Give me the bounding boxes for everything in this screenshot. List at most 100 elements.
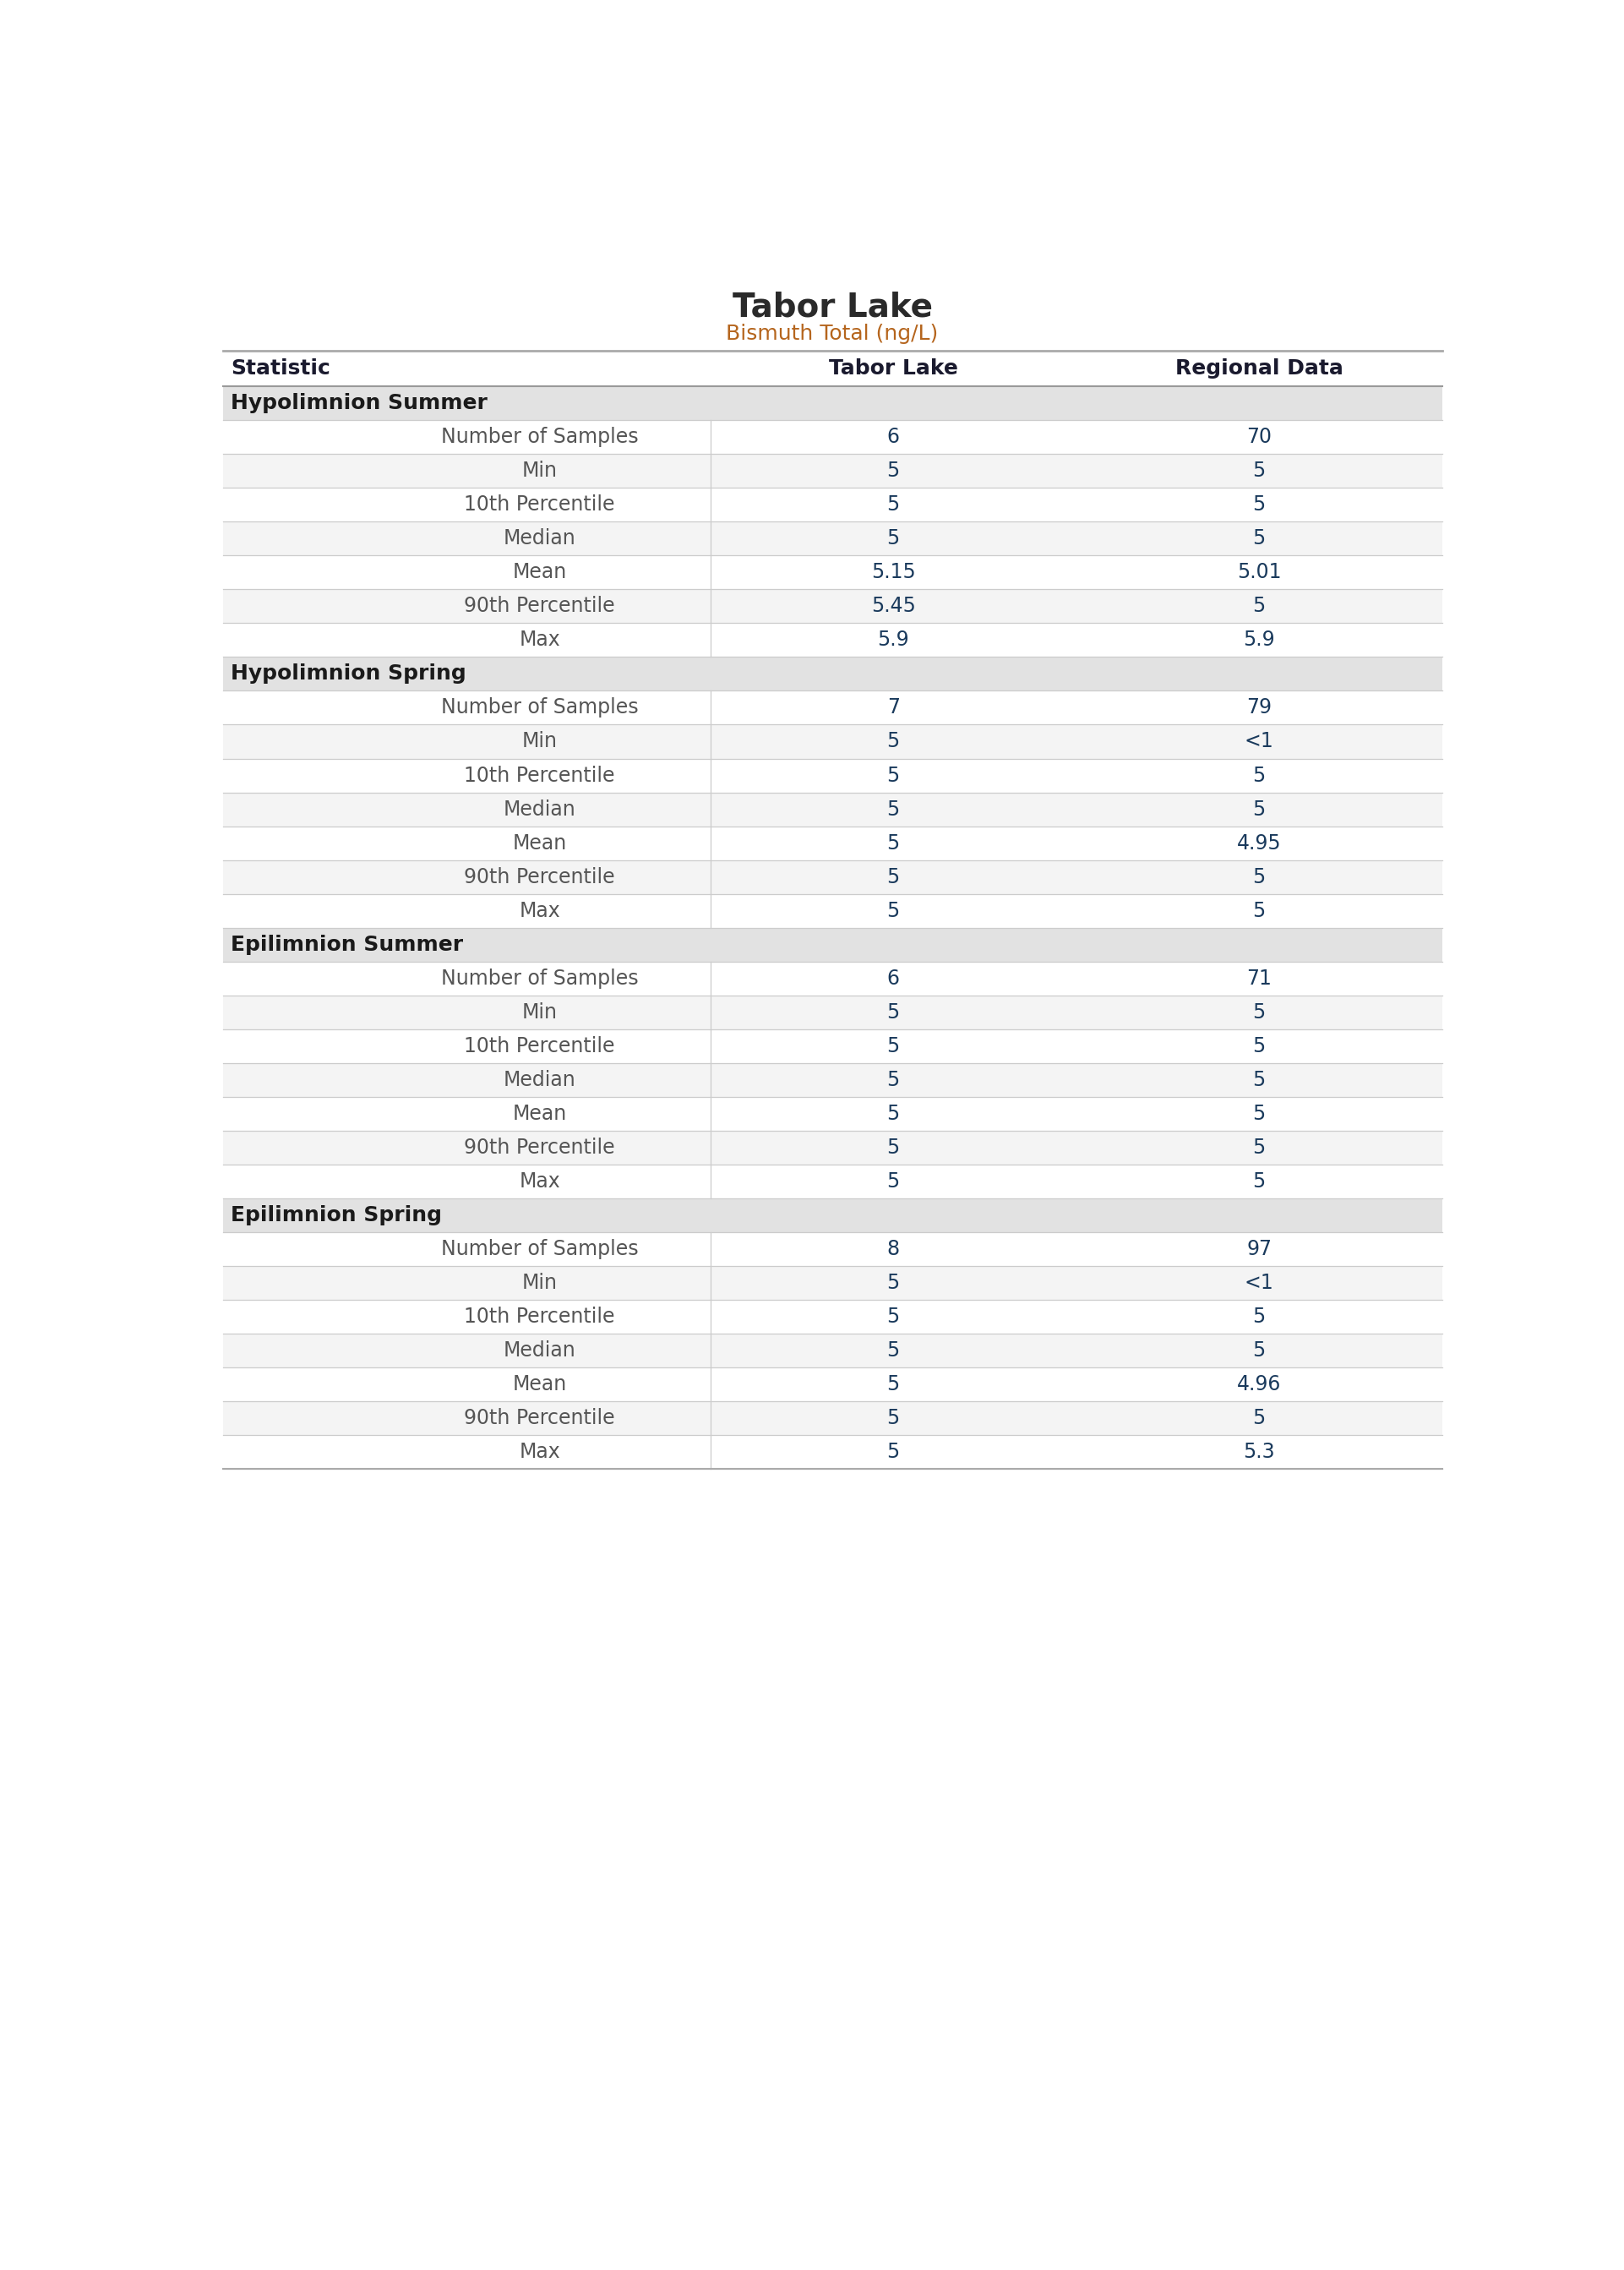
Text: 90th Percentile: 90th Percentile [464,867,615,888]
Bar [222,420,1442,454]
Bar [222,1401,1442,1435]
Text: 5: 5 [887,1103,900,1124]
Text: 5.9: 5.9 [877,631,909,649]
Text: Min: Min [521,461,557,481]
Bar [222,1130,1442,1165]
Text: 5.3: 5.3 [1242,1441,1275,1462]
Text: 5: 5 [887,799,900,819]
Text: 71: 71 [1247,969,1272,990]
Text: Hypolimnion Spring: Hypolimnion Spring [231,663,466,683]
Text: 5: 5 [887,901,900,922]
Text: 5: 5 [887,1273,900,1294]
Text: 5: 5 [1252,1137,1265,1158]
Text: 5.45: 5.45 [870,597,916,617]
Text: 5: 5 [887,495,900,515]
Bar [222,1062,1442,1096]
Text: Min: Min [521,731,557,751]
Bar [222,488,1442,522]
Bar [222,894,1442,928]
Text: Regional Data: Regional Data [1176,359,1343,379]
Text: 70: 70 [1246,427,1272,447]
Bar [222,724,1442,758]
Text: Mean: Mean [513,1103,567,1124]
Text: Number of Samples: Number of Samples [442,427,638,447]
Text: Epilimnion Summer: Epilimnion Summer [231,935,463,956]
Text: 5: 5 [887,867,900,888]
Text: Number of Samples: Number of Samples [442,969,638,990]
Bar [222,758,1442,792]
Bar [222,1267,1442,1301]
Bar [222,928,1442,962]
Text: Statistic: Statistic [231,359,330,379]
Text: 5: 5 [887,765,900,785]
Text: Max: Max [520,631,560,649]
Bar [222,690,1442,724]
Text: 5: 5 [887,1035,900,1056]
Text: Tabor Lake: Tabor Lake [732,291,932,322]
Text: Max: Max [520,1441,560,1462]
Text: 5: 5 [887,461,900,481]
Text: Bismuth Total (ng/L): Bismuth Total (ng/L) [726,325,939,345]
Text: 5.9: 5.9 [1242,631,1275,649]
Bar [222,1435,1442,1469]
Bar [222,624,1442,656]
Text: 7: 7 [887,697,900,717]
Bar [222,350,1442,386]
Text: 5: 5 [887,1308,900,1328]
Bar [222,386,1442,420]
Bar [222,792,1442,826]
Bar [222,826,1442,860]
Text: 10th Percentile: 10th Percentile [464,495,615,515]
Text: Median: Median [503,529,577,549]
Bar [222,1367,1442,1401]
Bar [222,994,1442,1028]
Bar [222,556,1442,590]
Text: 90th Percentile: 90th Percentile [464,1407,615,1428]
Text: 5: 5 [1252,1069,1265,1090]
Text: 5: 5 [887,731,900,751]
Text: 5: 5 [1252,901,1265,922]
Text: 5: 5 [887,1171,900,1192]
Text: 5.15: 5.15 [870,563,916,583]
Text: 8: 8 [887,1239,900,1260]
Text: 90th Percentile: 90th Percentile [464,1137,615,1158]
Text: Max: Max [520,1171,560,1192]
Bar [222,1233,1442,1267]
Bar [222,454,1442,488]
Text: 5: 5 [1252,867,1265,888]
Text: 5: 5 [1252,1342,1265,1360]
Bar [222,1335,1442,1367]
Text: 5: 5 [1252,1103,1265,1124]
Bar [222,860,1442,894]
Text: Max: Max [520,901,560,922]
Text: 5: 5 [1252,495,1265,515]
Text: 6: 6 [887,969,900,990]
Text: 5: 5 [1252,1407,1265,1428]
Text: 10th Percentile: 10th Percentile [464,765,615,785]
Text: 4.95: 4.95 [1237,833,1281,854]
Text: <1: <1 [1244,1273,1273,1294]
Text: Median: Median [503,1342,577,1360]
Bar [222,1096,1442,1130]
Text: 97: 97 [1246,1239,1272,1260]
Text: 6: 6 [887,427,900,447]
Text: 5: 5 [1252,1001,1265,1022]
Bar [222,962,1442,994]
Text: 5: 5 [1252,1035,1265,1056]
Text: Mean: Mean [513,833,567,854]
Text: Min: Min [521,1273,557,1294]
Bar [222,1199,1442,1233]
Text: <1: <1 [1244,731,1273,751]
Bar [222,1165,1442,1199]
Text: 5: 5 [1252,529,1265,549]
Text: Median: Median [503,799,577,819]
Text: 5: 5 [887,1069,900,1090]
Bar [222,522,1442,556]
Text: 5: 5 [887,833,900,854]
Text: 5: 5 [887,1373,900,1394]
Text: 5: 5 [1252,765,1265,785]
Text: Number of Samples: Number of Samples [442,697,638,717]
Text: 4.96: 4.96 [1237,1373,1281,1394]
Text: 5: 5 [1252,799,1265,819]
Text: Median: Median [503,1069,577,1090]
